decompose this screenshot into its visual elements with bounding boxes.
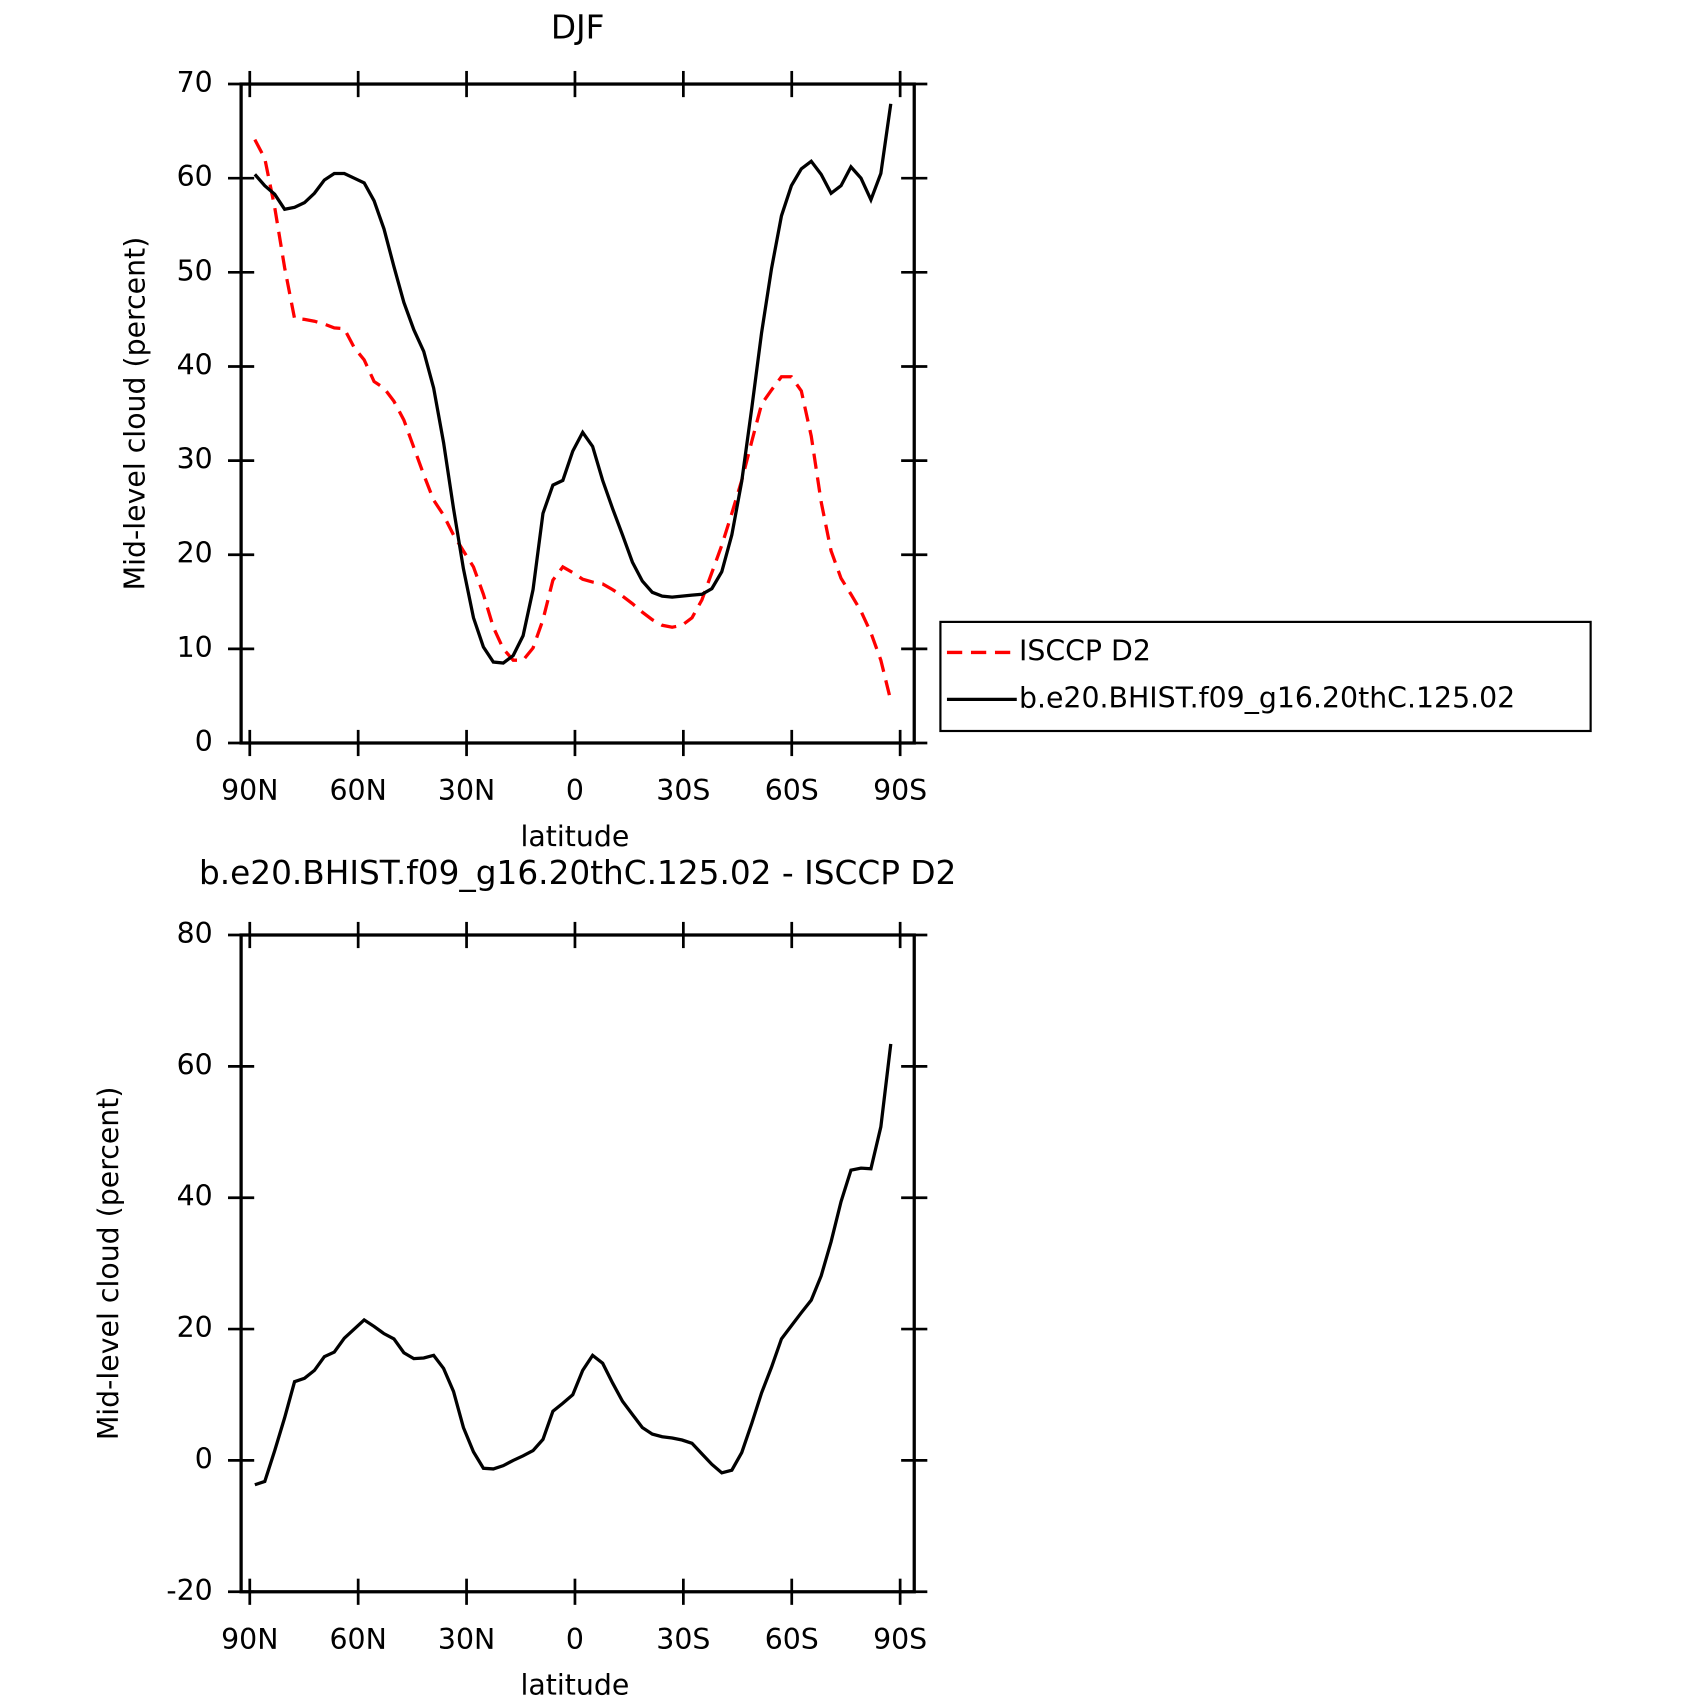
y-tick-label: 40 bbox=[177, 1180, 213, 1213]
x-tick-label: 30N bbox=[438, 1623, 495, 1656]
y-tick-label: 70 bbox=[177, 66, 213, 99]
y-axis-label: Mid-level cloud (percent) bbox=[118, 237, 151, 591]
data-line bbox=[253, 138, 893, 702]
x-tick-label: 30N bbox=[438, 774, 495, 807]
data-line bbox=[254, 1043, 893, 1487]
legend-box bbox=[939, 620, 1592, 733]
x-tick-label: 0 bbox=[566, 1623, 584, 1656]
y-tick-label: 80 bbox=[177, 917, 213, 950]
x-tick-label: 60S bbox=[765, 1623, 819, 1656]
chart-title: DJF bbox=[551, 9, 605, 47]
plot-frame bbox=[239, 82, 916, 745]
y-tick-label: 20 bbox=[177, 537, 213, 570]
x-tick-label: 0 bbox=[566, 774, 584, 807]
legend-label: ISCCP D2 bbox=[1019, 634, 1151, 667]
y-tick-label: 60 bbox=[177, 160, 213, 193]
y-tick-label: 20 bbox=[177, 1311, 213, 1344]
y-tick-label: 30 bbox=[177, 443, 213, 476]
chart-title: b.e20.BHIST.f09_g16.20thC.125.02 - ISCCP… bbox=[199, 854, 956, 892]
x-tick-label: 30S bbox=[656, 774, 710, 807]
y-tick-label: 0 bbox=[195, 725, 213, 758]
y-tick-label: 40 bbox=[177, 348, 213, 381]
x-tick-label: 30S bbox=[656, 1623, 710, 1656]
x-tick-label: 90N bbox=[221, 1623, 278, 1656]
x-tick-label: 60S bbox=[765, 774, 819, 807]
x-tick-label: 90S bbox=[873, 774, 927, 807]
x-tick-label: 60N bbox=[330, 1623, 387, 1656]
x-tick-label: 90N bbox=[221, 774, 278, 807]
x-axis-label: latitude bbox=[521, 1669, 630, 1702]
x-tick-label: 60N bbox=[330, 774, 387, 807]
legend-label: b.e20.BHIST.f09_g16.20thC.125.02 bbox=[1019, 681, 1515, 714]
y-axis-label: Mid-level cloud (percent) bbox=[92, 1087, 125, 1441]
x-axis-label: latitude bbox=[521, 820, 630, 853]
plot-frame bbox=[239, 933, 916, 1594]
y-tick-label: 0 bbox=[195, 1442, 213, 1475]
y-tick-label: 60 bbox=[177, 1048, 213, 1081]
data-line bbox=[253, 103, 893, 665]
y-tick-label: 50 bbox=[177, 254, 213, 287]
x-tick-label: 90S bbox=[873, 1623, 927, 1656]
y-tick-label: 10 bbox=[177, 631, 213, 664]
y-tick-label: -20 bbox=[166, 1574, 212, 1607]
